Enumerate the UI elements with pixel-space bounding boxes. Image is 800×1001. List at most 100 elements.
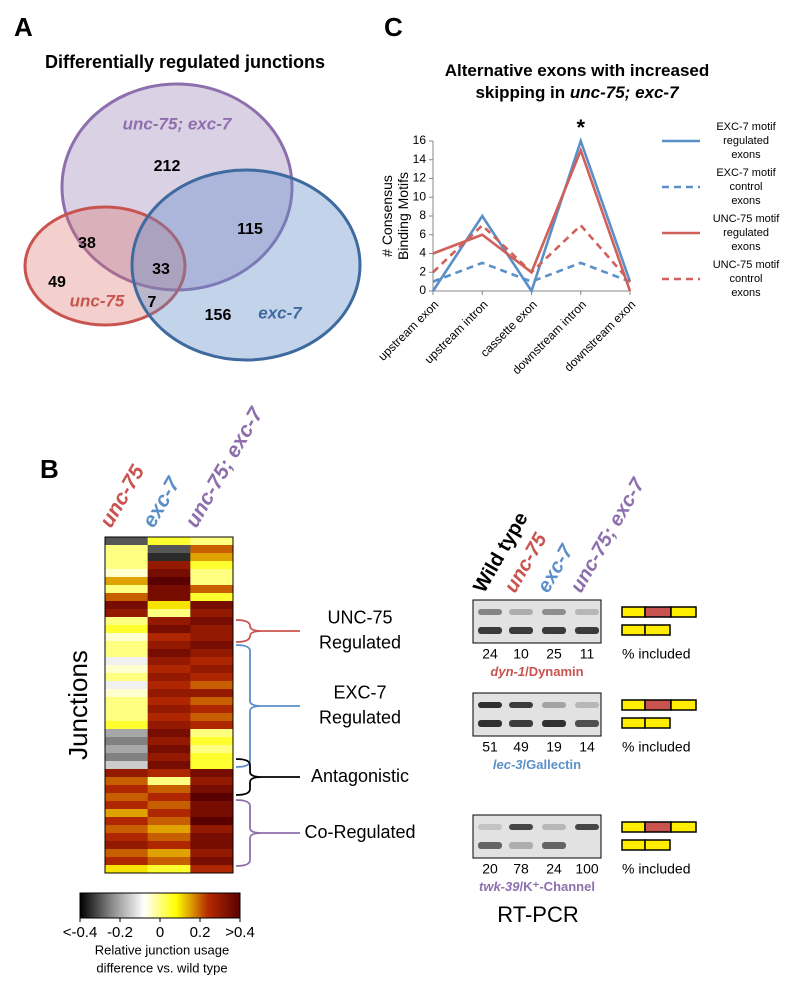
- heatmap-cell: [105, 609, 148, 618]
- heatmap-cell: [147, 569, 191, 578]
- heatmap-cell: [190, 593, 234, 602]
- gel-band: [575, 702, 599, 708]
- heatmap-cell: [105, 673, 148, 682]
- heatmap-cell: [190, 545, 234, 554]
- heatmap-cell: [105, 705, 148, 714]
- heatmap-cell: [190, 625, 234, 634]
- heatmap-cell: [147, 785, 191, 794]
- heatmap-cell: [190, 681, 234, 690]
- gel-band: [575, 824, 599, 830]
- heatmap-cell: [105, 737, 148, 746]
- gel-caption: lec-3/Gallectin: [493, 757, 581, 772]
- heatmap-cell: [190, 601, 234, 610]
- heatmap-cell: [147, 729, 191, 738]
- colorbar-label: Relative junction usage: [95, 942, 229, 957]
- gene-name: dyn-1: [490, 664, 525, 679]
- venn-set: [23, 205, 187, 327]
- exon: [644, 699, 672, 711]
- heatmap-cell: [147, 545, 191, 554]
- group-label: Co-Regulated: [304, 822, 415, 842]
- heatmap-cell: [190, 841, 234, 850]
- heatmap-cell: [190, 729, 234, 738]
- heatmap-cell: [147, 561, 191, 570]
- exon: [621, 717, 646, 729]
- heatmap-cell: [190, 673, 234, 682]
- included-label: % included: [622, 861, 691, 877]
- venn-set-label: unc-75; exc-7: [123, 114, 233, 133]
- percent-included: 19: [546, 739, 562, 755]
- heatmap-cell: [147, 585, 191, 594]
- heatmap-cell: [105, 729, 148, 738]
- heatmap-cell: [147, 761, 191, 770]
- heatmap-cell: [190, 857, 234, 866]
- heatmap-cell: [105, 617, 148, 626]
- gel-band: [542, 824, 566, 830]
- colorbar-tick-label: -0.2: [107, 924, 133, 941]
- heatmap-cell: [105, 649, 148, 658]
- heatmap-cell: [190, 569, 234, 578]
- heatmap-cell: [147, 657, 191, 666]
- heatmap-cell: [105, 825, 148, 834]
- heatmap-cell: [190, 849, 234, 858]
- heatmap-cell: [190, 609, 234, 618]
- y-tick-label: 14: [413, 152, 427, 166]
- heatmap-cell: [147, 801, 191, 810]
- heatmap-cell: [105, 801, 148, 810]
- heatmap-cell: [147, 825, 191, 834]
- gel-band: [509, 702, 533, 708]
- exon: [621, 624, 646, 636]
- group-bracket: [235, 799, 300, 867]
- gene-name: twk-39: [479, 879, 520, 894]
- heatmap-cell: [190, 865, 234, 874]
- heatmap-cell: [190, 777, 234, 786]
- heatmap-cell: [147, 809, 191, 818]
- percent-included: 10: [513, 646, 529, 662]
- heatmap-column-label: unc-75; exc-7: [181, 403, 269, 532]
- gel-band: [575, 627, 599, 634]
- heatmap-cell: [147, 681, 191, 690]
- gel-band: [478, 824, 502, 830]
- heatmap-cell: [105, 769, 148, 778]
- gel-band: [509, 627, 533, 634]
- heatmap-cell: [147, 849, 191, 858]
- exon: [670, 821, 697, 833]
- exon: [621, 821, 646, 833]
- heatmap-cell: [190, 665, 234, 674]
- gel-band: [509, 720, 533, 727]
- heatmap-cell: [190, 825, 234, 834]
- heatmap-cell: [190, 657, 234, 666]
- heatmap-cell: [190, 761, 234, 770]
- heatmap-cell: [147, 817, 191, 826]
- chart-title-part: skipping in: [475, 83, 569, 102]
- heatmap-cell: [147, 593, 191, 602]
- venn-count: 38: [78, 235, 96, 252]
- colorbar-tick-label: <-0.4: [63, 924, 98, 941]
- heatmap-cell: [147, 793, 191, 802]
- colorbar-tick-label: 0.2: [190, 924, 211, 941]
- heatmap-cell: [105, 713, 148, 722]
- heatmap-cell: [190, 705, 234, 714]
- heatmap-cell: [105, 809, 148, 818]
- heatmap-cell: [147, 777, 191, 786]
- gel-band: [478, 720, 502, 727]
- heatmap-cell: [105, 537, 148, 546]
- heatmap-cell: [105, 833, 148, 842]
- gel: [472, 692, 602, 737]
- heatmap-cell: [190, 737, 234, 746]
- gel-caption: dyn-1/Dynamin: [490, 664, 583, 679]
- heatmap-cell: [147, 737, 191, 746]
- venn-title: Differentially regulated junctions: [45, 52, 325, 72]
- chart-title-emphasis: unc-75; exc-7: [570, 83, 680, 102]
- percent-included: 24: [482, 646, 498, 662]
- venn-count: 115: [237, 221, 263, 238]
- venn-count: 49: [48, 274, 66, 291]
- percent-included: 100: [575, 861, 599, 877]
- heatmap-cell: [190, 697, 234, 706]
- exon: [670, 606, 697, 618]
- percent-included: 25: [546, 646, 562, 662]
- heatmap-cell: [147, 649, 191, 658]
- heatmap-ylabel: Junctions: [63, 650, 93, 760]
- heatmap-cell: [147, 745, 191, 754]
- heatmap-cell: [190, 713, 234, 722]
